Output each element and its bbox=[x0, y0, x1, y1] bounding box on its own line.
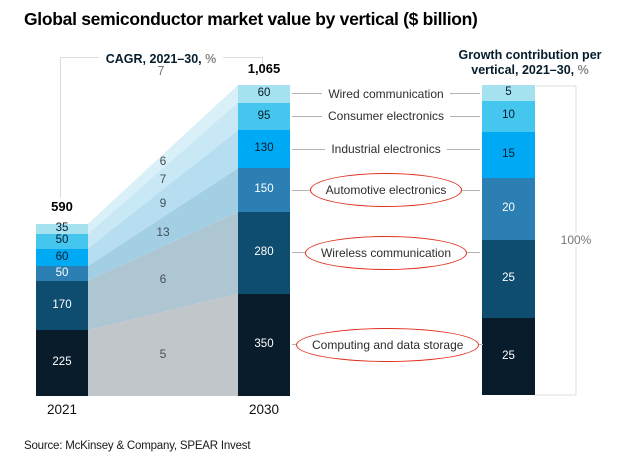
bar-segment-growth-consumer-electronics: 10 bbox=[482, 100, 535, 132]
flow-band-computing-and-data-storage bbox=[88, 293, 238, 396]
year-label-2021: 2021 bbox=[46, 402, 78, 417]
bar-segment-2021-wired-communication: 35 bbox=[36, 222, 88, 234]
connector-right-wireless-communication bbox=[467, 252, 481, 254]
growth-header-line2: vertical, 2021–30, bbox=[471, 63, 575, 77]
category-label-wireless-communication: Wireless communication bbox=[320, 245, 452, 260]
connector-left-industrial-electronics bbox=[292, 148, 326, 150]
connector-left-wireless-communication bbox=[292, 252, 305, 254]
flow-bands bbox=[88, 85, 238, 396]
bar-segment-growth-computing-and-data-storage: 25 bbox=[482, 317, 535, 395]
cagr-value-wireless-communication: 6 bbox=[159, 272, 167, 287]
flow-band-consumer-electronics bbox=[88, 102, 238, 249]
bar-segment-2030-computing-and-data-storage: 350 bbox=[238, 293, 290, 396]
flow-band-wireless-communication bbox=[88, 212, 238, 331]
connector-left-wired-communication bbox=[292, 93, 323, 95]
cagr-label-text: CAGR, 2021–30, bbox=[105, 52, 202, 66]
connector-right-automotive-electronics bbox=[462, 189, 481, 191]
category-label-industrial-electronics: Industrial electronics bbox=[331, 142, 441, 157]
growth-panel-header: Growth contribution per vertical, 2021–3… bbox=[440, 48, 620, 78]
connector-right-computing-and-data-storage bbox=[479, 344, 484, 346]
category-label-automotive-electronics: Automotive electronics bbox=[325, 183, 447, 198]
growth-header-line1: Growth contribution per bbox=[458, 48, 602, 62]
bar-segment-growth-wired-communication: 5 bbox=[482, 85, 535, 101]
category-row-automotive-electronics: Automotive electronics bbox=[292, 171, 481, 209]
flow-band-automotive-electronics bbox=[88, 168, 238, 281]
highlight-oval-wireless-communication: Wireless communication bbox=[304, 235, 468, 270]
cagr-value-computing-and-data-storage: 5 bbox=[159, 347, 167, 362]
year-label-2030: 2030 bbox=[248, 402, 280, 417]
bar-segment-2030-wireless-communication: 280 bbox=[238, 212, 290, 294]
connector-right-industrial-electronics bbox=[446, 148, 481, 150]
bar-segment-2030-consumer-electronics: 95 bbox=[238, 102, 290, 131]
growth-total-label: 100% bbox=[554, 233, 598, 247]
highlight-oval-computing-and-data-storage: Computing and data storage bbox=[296, 327, 480, 362]
bar-segment-2021-wireless-communication: 170 bbox=[36, 280, 88, 331]
bar-segment-2021-consumer-electronics: 50 bbox=[36, 233, 88, 249]
bar-segment-growth-automotive-electronics: 20 bbox=[482, 178, 535, 240]
category-label-consumer-electronics: Consumer electronics bbox=[327, 109, 445, 124]
cagr-value-consumer-electronics: 7 bbox=[159, 171, 167, 186]
connector-right-wired-communication bbox=[449, 93, 480, 95]
total-2021: 590 bbox=[51, 199, 73, 214]
bar-segment-2030-industrial-electronics: 130 bbox=[238, 130, 290, 169]
total-2030: 1,065 bbox=[247, 61, 281, 76]
growth-header-unit: % bbox=[577, 63, 589, 77]
connector-left-automotive-electronics bbox=[292, 189, 310, 191]
source-note: Source: McKinsey & Company, SPEAR Invest bbox=[24, 440, 251, 452]
cagr-bracket-label: CAGR, 2021–30, % bbox=[60, 50, 262, 68]
category-row-computing-and-data-storage: Computing and data storage bbox=[292, 326, 484, 364]
cagr-bracket-left-line bbox=[60, 57, 61, 198]
bar-segment-2030-wired-communication: 60 bbox=[238, 85, 290, 103]
category-row-industrial-electronics: Industrial electronics bbox=[292, 130, 481, 168]
category-label-wired-communication: Wired communication bbox=[328, 86, 444, 101]
cagr-value-automotive-electronics: 13 bbox=[156, 224, 170, 239]
bar-segment-growth-wireless-communication: 25 bbox=[482, 240, 535, 318]
cagr-value-industrial-electronics: 9 bbox=[159, 196, 167, 211]
overall-cagr-value: 7 bbox=[157, 64, 165, 78]
cagr-bracket-right-tick bbox=[262, 57, 263, 68]
flow-band-industrial-electronics bbox=[88, 130, 238, 267]
connector-right-consumer-electronics bbox=[450, 115, 481, 117]
bar-segment-2021-automotive-electronics: 50 bbox=[36, 266, 88, 281]
bar-segment-growth-industrial-electronics: 15 bbox=[482, 131, 535, 178]
highlight-oval-automotive-electronics: Automotive electronics bbox=[309, 173, 463, 208]
chart-title: Global semiconductor market value by ver… bbox=[24, 9, 478, 29]
connector-left-consumer-electronics bbox=[292, 115, 322, 117]
category-label-computing-and-data-storage: Computing and data storage bbox=[312, 337, 464, 352]
bar-segment-2030-automotive-electronics: 150 bbox=[238, 168, 290, 213]
cagr-value-wired-communication: 6 bbox=[159, 154, 167, 169]
flow-band-wired-communication bbox=[88, 85, 238, 234]
category-row-consumer-electronics: Consumer electronics bbox=[292, 97, 481, 135]
bar-segment-2021-computing-and-data-storage: 225 bbox=[36, 330, 88, 396]
connector-left-computing-and-data-storage bbox=[292, 344, 296, 346]
category-row-wired-communication: Wired communication bbox=[292, 75, 480, 113]
cagr-label-unit: % bbox=[205, 52, 217, 66]
bar-segment-2021-industrial-electronics: 60 bbox=[36, 248, 88, 267]
category-row-wireless-communication: Wireless communication bbox=[292, 234, 481, 272]
